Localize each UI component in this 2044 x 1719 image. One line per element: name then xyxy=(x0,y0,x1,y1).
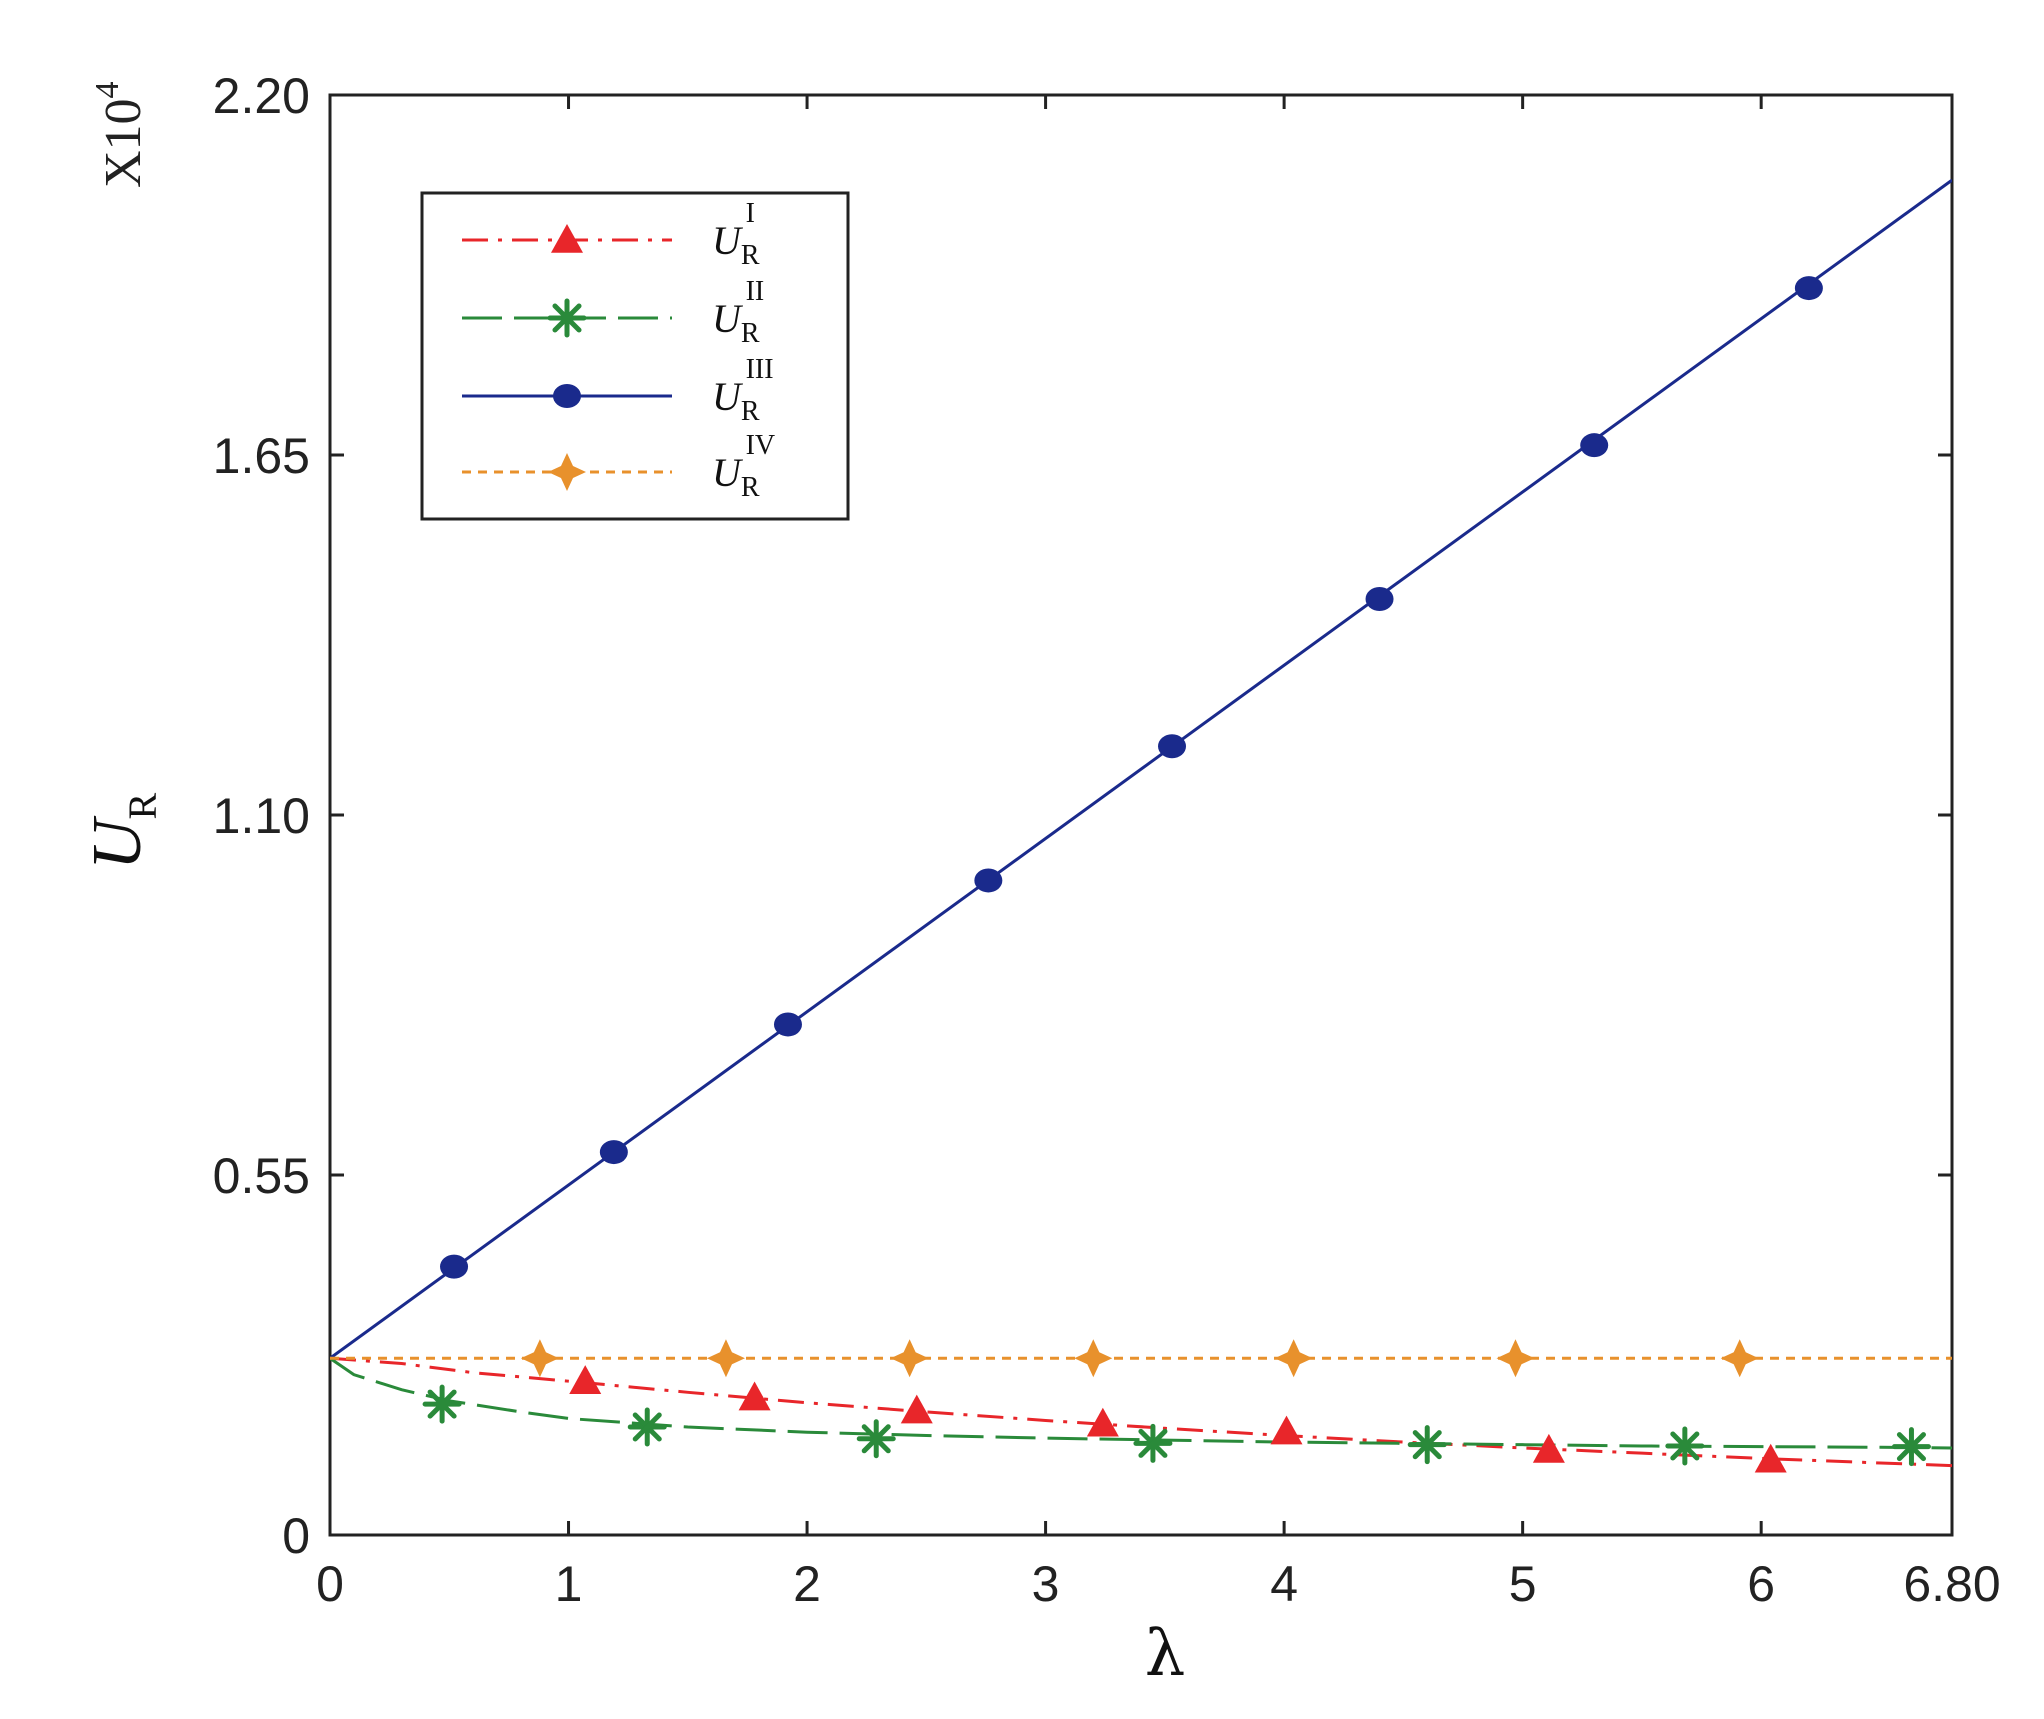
marker-II xyxy=(856,1419,896,1459)
legend-marker-II xyxy=(547,298,587,338)
series-line-I xyxy=(330,1356,1952,1468)
marker-II xyxy=(627,1407,667,1447)
y-tick-label: 1.10 xyxy=(213,788,310,844)
marker-II xyxy=(422,1384,462,1424)
y-tick-label: 0.55 xyxy=(213,1148,310,1204)
marker-IV xyxy=(706,1339,745,1378)
marker-II xyxy=(1133,1423,1173,1463)
marker-IV xyxy=(1274,1339,1313,1378)
marker-II xyxy=(1407,1425,1447,1465)
y-multiplier: X104 xyxy=(89,81,152,188)
y-axis-label-main: U xyxy=(79,815,156,870)
marker-I xyxy=(1270,1415,1303,1445)
x-tick-label: 6 xyxy=(1747,1556,1775,1612)
x-tick-label: 5 xyxy=(1509,1556,1537,1612)
legend-label-I: URI xyxy=(712,198,760,271)
y-tick-label: 2.20 xyxy=(213,68,310,124)
marker-I xyxy=(1532,1433,1565,1463)
marker-I xyxy=(569,1365,602,1394)
legend-label-IV: URIV xyxy=(712,430,775,503)
marker-III xyxy=(1158,734,1187,759)
marker-IV xyxy=(520,1339,559,1378)
marker-IV xyxy=(1720,1339,1759,1378)
y-multiplier-exp: 4 xyxy=(89,81,126,98)
marker-I xyxy=(900,1394,933,1424)
marker-III xyxy=(1365,587,1394,611)
marker-III xyxy=(1580,433,1609,458)
marker-II xyxy=(1665,1426,1705,1466)
x-tick-label: 3 xyxy=(1032,1556,1060,1612)
marker-III xyxy=(773,1012,802,1037)
y-tick-label: 1.65 xyxy=(213,428,310,484)
legend-marker-III xyxy=(553,384,581,408)
legend-label-III: URIII xyxy=(712,354,774,427)
legend-marker-IV xyxy=(548,453,586,491)
marker-I xyxy=(738,1381,771,1411)
marker-III xyxy=(440,1254,469,1279)
x-tick-label: 4 xyxy=(1270,1556,1298,1612)
y-multiplier-base: X10 xyxy=(95,98,152,188)
marker-III xyxy=(974,868,1003,893)
marker-III xyxy=(1794,276,1823,301)
x-tick-label: 0 xyxy=(316,1556,344,1612)
marker-layer xyxy=(422,276,1931,1473)
x-tick-label: 2 xyxy=(793,1556,821,1612)
marker-II xyxy=(1891,1427,1931,1467)
legend-marker-I xyxy=(551,224,583,253)
x-tick-label: 1 xyxy=(555,1556,583,1612)
marker-IV xyxy=(890,1339,929,1378)
marker-I xyxy=(1754,1443,1787,1473)
x-tick-label: 6.80 xyxy=(1903,1556,2000,1612)
x-axis-label: λ xyxy=(1145,1617,1186,1691)
marker-IV xyxy=(1496,1339,1535,1378)
series-line-III xyxy=(330,178,1952,1360)
marker-IV xyxy=(1074,1339,1113,1378)
y-axis-label-sub: R xyxy=(120,792,165,819)
legend-box xyxy=(420,191,850,521)
y-axis-label: UR xyxy=(79,792,165,870)
marker-III xyxy=(599,1140,628,1165)
y-tick-label: 0 xyxy=(282,1508,310,1564)
marker-I xyxy=(1086,1407,1119,1437)
legend-label-II: URII xyxy=(712,276,764,349)
axis-layer: 0 1 2 3 4 5 6 6.80 0 0.55 1.10 1.65 2.20 xyxy=(213,68,2001,1612)
